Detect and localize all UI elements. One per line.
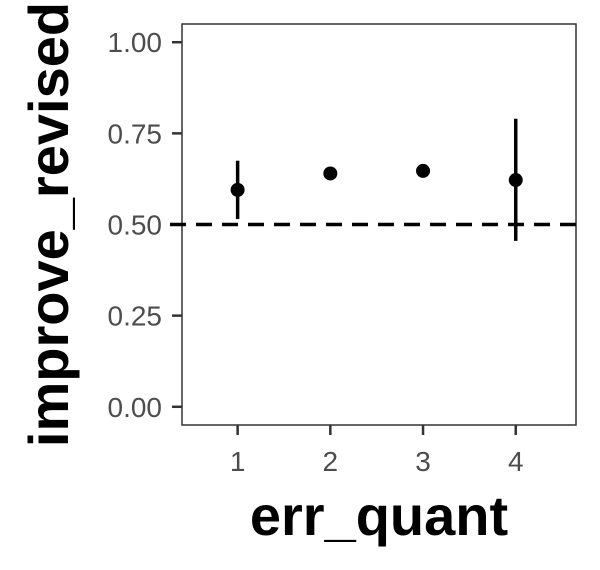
- y-tick-label: 1.00: [108, 27, 163, 58]
- x-tick-label: 2: [323, 446, 339, 477]
- y-tick-label: 0.00: [108, 392, 163, 423]
- error-bars: [235, 118, 518, 241]
- data-point: [230, 182, 245, 197]
- y-tick-label: 0.75: [108, 118, 163, 149]
- data-point: [416, 163, 431, 178]
- y-axis-title: improve_revised: [17, 2, 80, 447]
- x-tick-label: 1: [230, 446, 246, 477]
- y-axis: 0.00 0.25 0.50 0.75 1.00: [108, 27, 182, 423]
- data-points: [230, 163, 523, 197]
- y-tick-label: 0.50: [108, 210, 163, 241]
- data-point: [508, 173, 523, 188]
- y-tick-label: 0.25: [108, 301, 163, 332]
- x-axis-title: err_quant: [250, 484, 508, 547]
- x-tick-label: 3: [415, 446, 431, 477]
- x-tick-label: 4: [508, 446, 524, 477]
- x-axis: 1 2 3 4: [230, 425, 524, 477]
- data-point: [323, 166, 338, 181]
